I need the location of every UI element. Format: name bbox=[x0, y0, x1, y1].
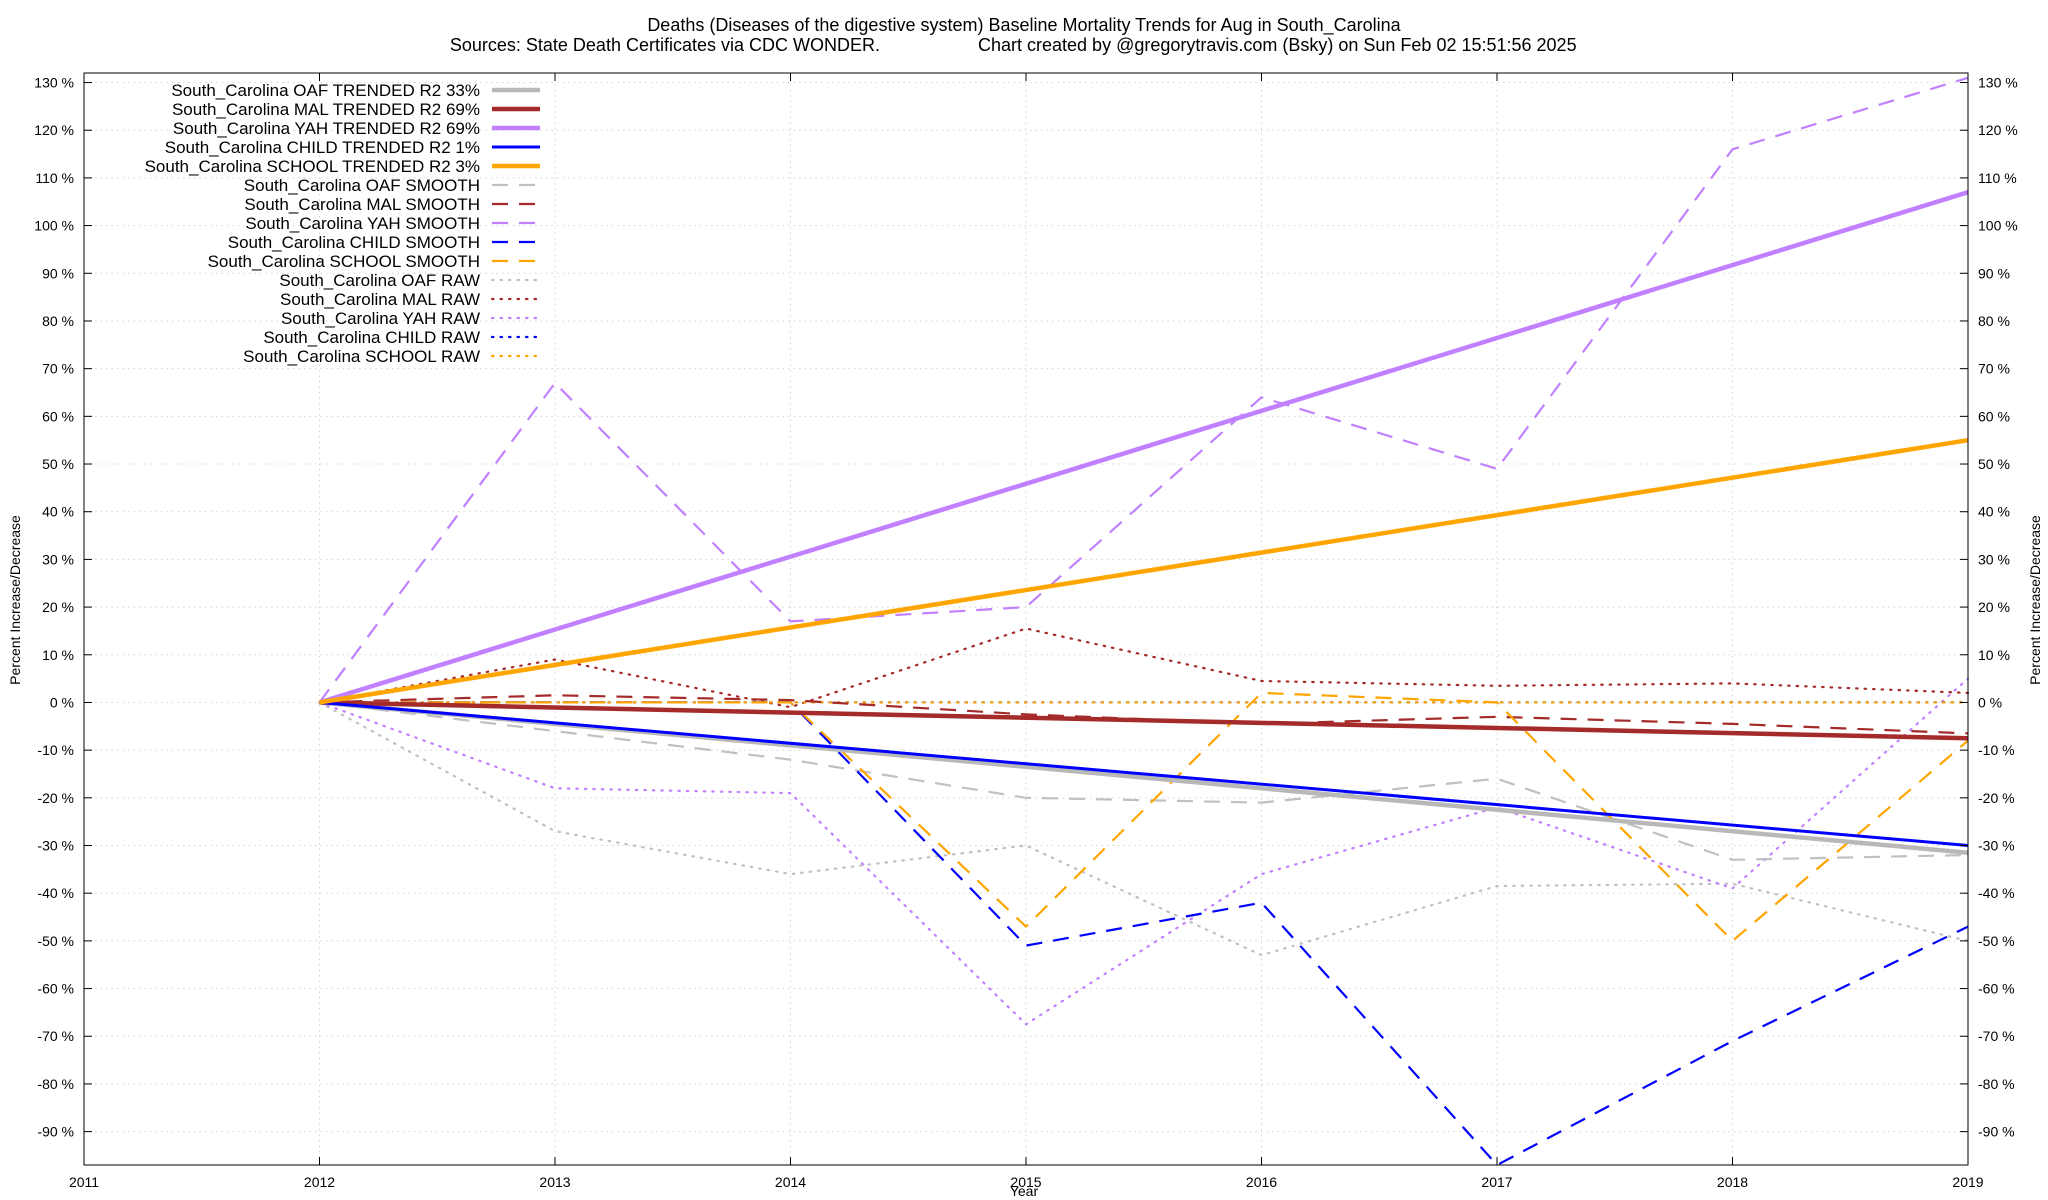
legend-label: South_Carolina SCHOOL TRENDED R2 3% bbox=[145, 157, 480, 176]
x-tick-label: 2011 bbox=[69, 1174, 99, 1190]
y-tick-label-right: 30 % bbox=[1978, 551, 2010, 567]
y-tick-label-right: -50 % bbox=[1978, 933, 2015, 949]
legend-label: South_Carolina YAH RAW bbox=[281, 309, 480, 328]
legend: South_Carolina OAF TRENDED R2 33%South_C… bbox=[145, 81, 542, 366]
x-axis-title: Year bbox=[1010, 1183, 1039, 1199]
y-tick-label-left: 20 % bbox=[42, 599, 74, 615]
y-tick-label-left: 50 % bbox=[42, 456, 74, 472]
series-line-trend-4 bbox=[319, 437, 1969, 705]
y-tick-label-left: 110 % bbox=[35, 170, 74, 186]
y-tick-label-right: -60 % bbox=[1978, 981, 2015, 997]
x-tick-label: 2017 bbox=[1481, 1174, 1512, 1190]
legend-label: South_Carolina YAH TRENDED R2 69% bbox=[173, 119, 480, 138]
legend-label: South_Carolina MAL RAW bbox=[280, 290, 480, 309]
series-line-raw-12 bbox=[318, 677, 1970, 1026]
chart-subtitle-sources: Sources: State Death Certificates via CD… bbox=[450, 35, 880, 55]
y-tick-label-right: 80 % bbox=[1978, 313, 2010, 329]
y-tick-label-right: 10 % bbox=[1978, 647, 2010, 663]
y-tick-label-right: -80 % bbox=[1978, 1076, 2015, 1092]
plot-frame bbox=[83, 72, 1969, 1166]
x-tick-label: 2019 bbox=[1952, 1174, 1983, 1190]
legend-label: South_Carolina SCHOOL RAW bbox=[243, 347, 480, 366]
series-line-raw-11 bbox=[318, 627, 1970, 709]
legend-label: South_Carolina CHILD TRENDED R2 1% bbox=[165, 138, 480, 157]
y-tick-label-right: 90 % bbox=[1978, 265, 2010, 281]
y-tick-label-right: -20 % bbox=[1978, 790, 2015, 806]
x-tick-label: 2013 bbox=[539, 1174, 570, 1190]
y-tick-label-left: -50 % bbox=[37, 933, 74, 949]
y-tick-label-left: -40 % bbox=[37, 885, 74, 901]
chart-subtitle-credit: Chart created by @gregorytravis.com (Bsk… bbox=[978, 35, 1577, 55]
y-tick-label-left: 70 % bbox=[42, 361, 74, 377]
series-line-trend-3 bbox=[319, 700, 1969, 847]
y-tick-label-right: 130 % bbox=[1978, 75, 2018, 91]
y-axis-title-left: Percent Increase/Decrease bbox=[7, 515, 23, 685]
y-tick-label-right: 70 % bbox=[1978, 361, 2010, 377]
series-line-smooth-5 bbox=[319, 701, 1969, 861]
x-tick-label: 2015 bbox=[1010, 1174, 1041, 1190]
series-line-smooth-9 bbox=[319, 691, 1969, 943]
y-tick-label-left: -20 % bbox=[37, 790, 74, 806]
axes: 130 % 130 % 120 % 120 % 110 % 110 % 100 % 100 %… bbox=[34, 72, 2018, 1190]
y-tick-label-left: -60 % bbox=[37, 981, 74, 997]
y-tick-label-right: -10 % bbox=[1978, 742, 2015, 758]
y-tick-label-right: -90 % bbox=[1978, 1124, 2015, 1140]
y-tick-label-left: 40 % bbox=[42, 504, 74, 520]
y-tick-label-left: 0 % bbox=[50, 694, 74, 710]
series-line-trend-2 bbox=[318, 190, 1969, 705]
y-tick-label-left: 90 % bbox=[42, 265, 74, 281]
y-tick-label-right: 20 % bbox=[1978, 599, 2010, 615]
y-tick-label-left: 100 % bbox=[34, 218, 74, 234]
y-tick-label-left: 80 % bbox=[42, 313, 74, 329]
y-tick-label-left: -70 % bbox=[37, 1028, 74, 1044]
legend-label: South_Carolina YAH SMOOTH bbox=[245, 214, 480, 233]
x-tick-label: 2016 bbox=[1246, 1174, 1277, 1190]
legend-label: South_Carolina SCHOOL SMOOTH bbox=[208, 252, 480, 271]
y-tick-label-right: -30 % bbox=[1978, 838, 2015, 854]
series-group bbox=[318, 76, 1970, 1167]
y-tick-label-left: 130 % bbox=[34, 75, 74, 91]
y-tick-label-left: 30 % bbox=[42, 551, 74, 567]
y-tick-label-left: -10 % bbox=[37, 742, 74, 758]
series-line-raw-10 bbox=[318, 701, 1970, 957]
legend-label: South_Carolina OAF SMOOTH bbox=[244, 176, 480, 195]
legend-label: South_Carolina OAF TRENDED R2 33% bbox=[171, 81, 480, 100]
y-tick-label-left: 10 % bbox=[42, 647, 74, 663]
legend-label: South_Carolina MAL TRENDED R2 69% bbox=[172, 100, 480, 119]
chart-title: Deaths (Diseases of the digestive system… bbox=[647, 15, 1401, 36]
legend-label: South_Carolina CHILD RAW bbox=[263, 328, 480, 347]
x-tick-label: 2018 bbox=[1717, 1174, 1748, 1190]
y-tick-label-left: -90 % bbox=[37, 1124, 74, 1140]
y-tick-label-right: 110 % bbox=[1978, 170, 2017, 186]
legend-label: South_Carolina CHILD SMOOTH bbox=[228, 233, 480, 252]
y-tick-label-left: 60 % bbox=[42, 408, 74, 424]
y-axis-title-right: Percent Increase/Decrease bbox=[2027, 515, 2043, 685]
y-tick-label-left: -30 % bbox=[37, 838, 74, 854]
legend-label: South_Carolina OAF RAW bbox=[279, 271, 480, 290]
y-tick-label-left: -80 % bbox=[37, 1076, 74, 1092]
y-tick-label-right: 100 % bbox=[1978, 218, 2018, 234]
y-tick-label-left: 120 % bbox=[34, 122, 74, 138]
y-tick-label-right: -40 % bbox=[1978, 885, 2015, 901]
y-tick-label-right: -70 % bbox=[1978, 1028, 2015, 1044]
y-tick-label-right: 120 % bbox=[1978, 122, 2018, 138]
series-line-trend-1 bbox=[319, 700, 1969, 741]
x-tick-label: 2012 bbox=[304, 1174, 335, 1190]
y-tick-label-right: 50 % bbox=[1978, 456, 2010, 472]
y-tick-label-right: 0 % bbox=[1978, 694, 2002, 710]
x-tick-label: 2014 bbox=[775, 1174, 806, 1190]
legend-label: South_Carolina MAL SMOOTH bbox=[244, 195, 480, 214]
y-tick-label-right: 40 % bbox=[1978, 504, 2010, 520]
y-tick-label-right: 60 % bbox=[1978, 408, 2010, 424]
